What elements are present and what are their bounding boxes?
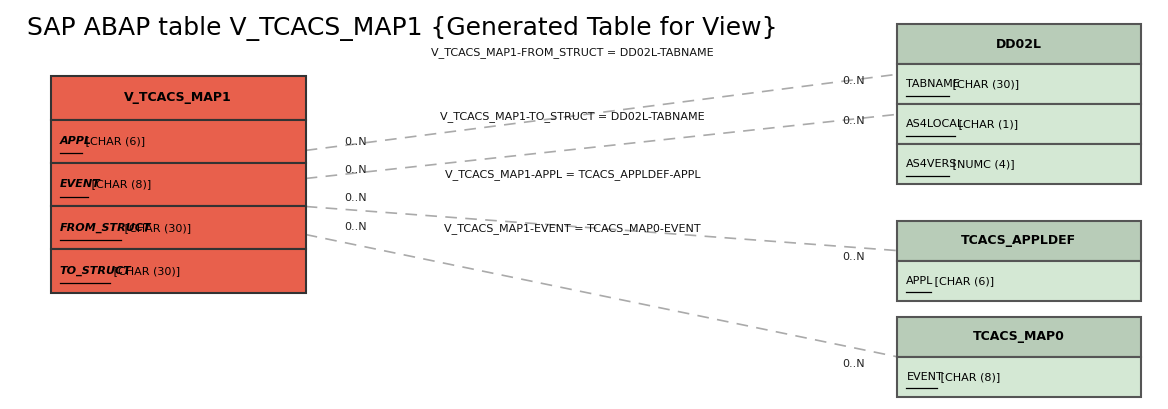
- Text: TABNAME: TABNAME: [906, 79, 960, 89]
- FancyBboxPatch shape: [897, 144, 1141, 184]
- Text: V_TCACS_MAP1-EVENT = TCACS_MAP0-EVENT: V_TCACS_MAP1-EVENT = TCACS_MAP0-EVENT: [444, 223, 701, 234]
- FancyBboxPatch shape: [897, 104, 1141, 144]
- Text: 0..N: 0..N: [343, 193, 367, 204]
- Text: 0..N: 0..N: [842, 359, 864, 369]
- Text: V_TCACS_MAP1-APPL = TCACS_APPLDEF-APPL: V_TCACS_MAP1-APPL = TCACS_APPLDEF-APPL: [445, 169, 700, 180]
- Text: V_TCACS_MAP1: V_TCACS_MAP1: [124, 92, 232, 104]
- FancyBboxPatch shape: [50, 119, 306, 163]
- Text: 0..N: 0..N: [842, 76, 864, 86]
- Text: EVENT: EVENT: [60, 180, 100, 189]
- FancyBboxPatch shape: [897, 261, 1141, 301]
- Text: TCACS_APPLDEF: TCACS_APPLDEF: [961, 234, 1077, 247]
- FancyBboxPatch shape: [897, 317, 1141, 357]
- FancyBboxPatch shape: [897, 24, 1141, 64]
- Text: 0..N: 0..N: [343, 166, 367, 175]
- FancyBboxPatch shape: [50, 206, 306, 249]
- Text: [CHAR (8)]: [CHAR (8)]: [88, 180, 151, 189]
- FancyBboxPatch shape: [897, 64, 1141, 104]
- Text: V_TCACS_MAP1-FROM_STRUCT = DD02L-TABNAME: V_TCACS_MAP1-FROM_STRUCT = DD02L-TABNAME: [431, 47, 714, 58]
- FancyBboxPatch shape: [50, 163, 306, 206]
- Text: 0..N: 0..N: [842, 116, 864, 126]
- Text: SAP ABAP table V_TCACS_MAP1 {Generated Table for View}: SAP ABAP table V_TCACS_MAP1 {Generated T…: [27, 16, 778, 41]
- Text: [CHAR (30)]: [CHAR (30)]: [121, 223, 192, 233]
- Text: FROM_STRUCT: FROM_STRUCT: [60, 222, 152, 233]
- FancyBboxPatch shape: [50, 76, 306, 119]
- Text: 0..N: 0..N: [343, 137, 367, 147]
- Text: V_TCACS_MAP1-TO_STRUCT = DD02L-TABNAME: V_TCACS_MAP1-TO_STRUCT = DD02L-TABNAME: [440, 111, 704, 122]
- Text: AS4VERS: AS4VERS: [906, 160, 958, 169]
- Text: [CHAR (6)]: [CHAR (6)]: [931, 276, 994, 285]
- Text: 0..N: 0..N: [343, 222, 367, 232]
- Text: [CHAR (30)]: [CHAR (30)]: [948, 79, 1018, 89]
- Text: AS4LOCAL: AS4LOCAL: [906, 119, 965, 129]
- Text: APPL: APPL: [60, 136, 92, 146]
- Text: 0..N: 0..N: [842, 252, 864, 263]
- Text: [CHAR (8)]: [CHAR (8)]: [937, 372, 1000, 382]
- Text: TCACS_MAP0: TCACS_MAP0: [973, 330, 1065, 343]
- Text: EVENT: EVENT: [906, 372, 943, 382]
- Text: APPL: APPL: [906, 276, 933, 285]
- FancyBboxPatch shape: [897, 357, 1141, 397]
- Text: [NUMC (4)]: [NUMC (4)]: [948, 160, 1014, 169]
- Text: TO_STRUCT: TO_STRUCT: [60, 266, 132, 276]
- Text: DD02L: DD02L: [996, 38, 1042, 51]
- FancyBboxPatch shape: [50, 249, 306, 293]
- Text: [CHAR (6)]: [CHAR (6)]: [82, 136, 145, 146]
- Text: [CHAR (1)]: [CHAR (1)]: [954, 119, 1017, 129]
- FancyBboxPatch shape: [897, 220, 1141, 261]
- Text: [CHAR (30)]: [CHAR (30)]: [110, 266, 180, 276]
